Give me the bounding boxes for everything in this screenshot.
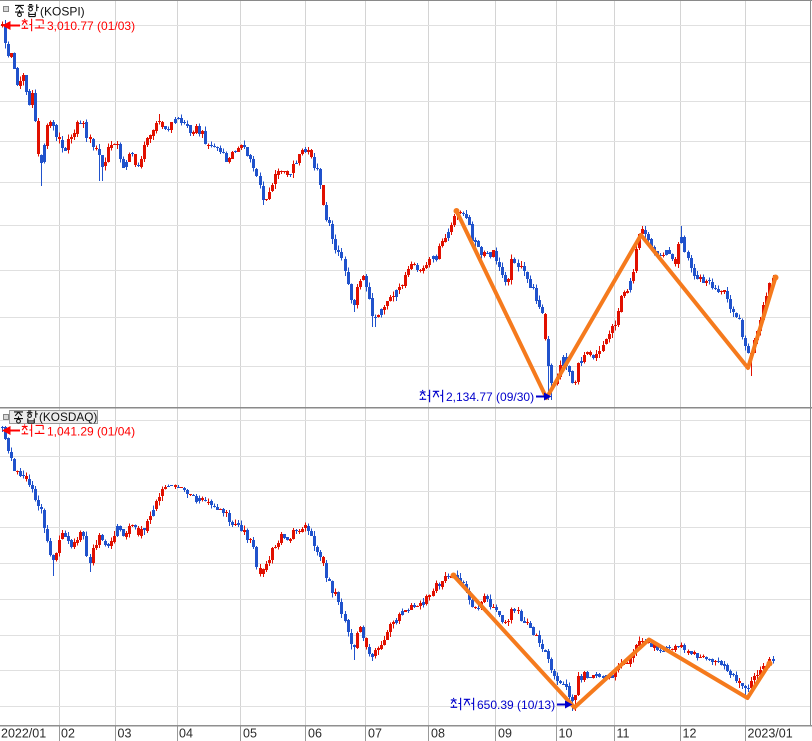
svg-text:(KOSDAQ): (KOSDAQ) <box>39 410 97 424</box>
svg-text:3,010.77 (01/03): 3,010.77 (01/03) <box>47 19 135 33</box>
svg-text:(KOSPI): (KOSPI) <box>40 5 85 19</box>
svg-text:09: 09 <box>498 727 512 741</box>
svg-text:10: 10 <box>559 727 573 741</box>
svg-text:08: 08 <box>431 727 445 741</box>
svg-text:07: 07 <box>368 727 382 741</box>
svg-text:2023/01: 2023/01 <box>748 727 793 741</box>
svg-text:11: 11 <box>617 727 630 741</box>
svg-text:1,041.29 (01/04): 1,041.29 (01/04) <box>47 425 135 439</box>
svg-text:2,134.77 (09/30): 2,134.77 (09/30) <box>446 390 534 404</box>
svg-text:03: 03 <box>118 727 132 741</box>
svg-text:650.39 (10/13): 650.39 (10/13) <box>477 698 555 712</box>
svg-text:12: 12 <box>683 727 697 741</box>
svg-text:05: 05 <box>243 727 257 741</box>
svg-text:2022/01: 2022/01 <box>1 727 46 741</box>
svg-text:06: 06 <box>308 727 322 741</box>
svg-text:02: 02 <box>61 727 75 741</box>
svg-text:04: 04 <box>179 727 193 741</box>
